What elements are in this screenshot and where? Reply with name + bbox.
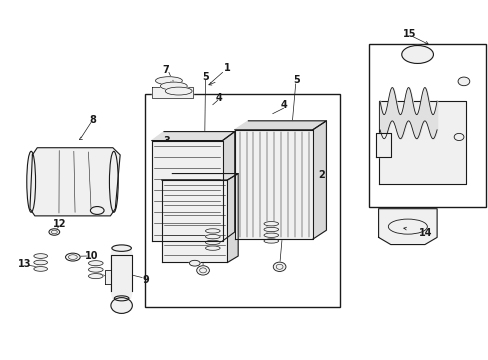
Ellipse shape [114, 296, 129, 301]
Text: 11: 11 [104, 274, 118, 284]
Circle shape [196, 266, 209, 275]
Ellipse shape [205, 234, 220, 239]
Bar [368, 44, 485, 207]
Text: 6: 6 [300, 173, 307, 183]
Ellipse shape [88, 261, 103, 266]
Text: 13: 13 [18, 259, 32, 269]
Ellipse shape [65, 253, 80, 261]
Polygon shape [104, 270, 111, 284]
Polygon shape [111, 248, 132, 298]
Polygon shape [161, 174, 238, 180]
Text: 7: 7 [162, 64, 168, 75]
Ellipse shape [165, 87, 192, 95]
Text: 4: 4 [215, 93, 222, 103]
Text: 15: 15 [402, 29, 415, 39]
Ellipse shape [401, 45, 432, 63]
Ellipse shape [90, 207, 104, 215]
Ellipse shape [160, 82, 187, 90]
Text: 8: 8 [89, 115, 96, 125]
Polygon shape [222, 132, 234, 241]
Text: 3: 3 [163, 136, 169, 146]
Ellipse shape [34, 254, 47, 258]
Polygon shape [152, 132, 234, 140]
Ellipse shape [88, 274, 103, 279]
Polygon shape [163, 132, 234, 232]
Ellipse shape [264, 227, 278, 231]
Text: 2: 2 [318, 170, 324, 180]
Polygon shape [375, 134, 390, 157]
Ellipse shape [189, 260, 200, 266]
Polygon shape [248, 121, 326, 230]
Polygon shape [234, 121, 326, 130]
Ellipse shape [205, 246, 220, 250]
Polygon shape [227, 174, 238, 262]
Ellipse shape [205, 229, 220, 233]
Polygon shape [312, 121, 326, 239]
Text: 12: 12 [52, 220, 66, 229]
Text: 1: 1 [224, 63, 230, 73]
Text: 14: 14 [418, 228, 432, 238]
Ellipse shape [264, 233, 278, 237]
Ellipse shape [155, 77, 182, 85]
Ellipse shape [205, 240, 220, 244]
Text: 4: 4 [281, 100, 287, 111]
Circle shape [453, 134, 463, 140]
Polygon shape [152, 87, 193, 98]
Ellipse shape [109, 151, 118, 212]
Polygon shape [152, 140, 222, 241]
Ellipse shape [264, 222, 278, 226]
Bar [144, 94, 339, 307]
Ellipse shape [112, 245, 131, 251]
Ellipse shape [264, 239, 278, 243]
Text: 9: 9 [142, 275, 149, 285]
Ellipse shape [34, 267, 47, 271]
Text: 5: 5 [293, 75, 300, 85]
Ellipse shape [34, 260, 47, 265]
Ellipse shape [88, 267, 103, 272]
Polygon shape [30, 148, 120, 216]
Text: 5: 5 [202, 72, 208, 82]
Polygon shape [161, 180, 227, 262]
Circle shape [457, 77, 469, 86]
Ellipse shape [27, 151, 36, 212]
Polygon shape [378, 101, 466, 184]
Polygon shape [234, 130, 312, 239]
Circle shape [111, 298, 132, 314]
Ellipse shape [49, 229, 60, 235]
Text: 10: 10 [84, 251, 98, 261]
Circle shape [273, 262, 285, 271]
Polygon shape [378, 209, 436, 244]
